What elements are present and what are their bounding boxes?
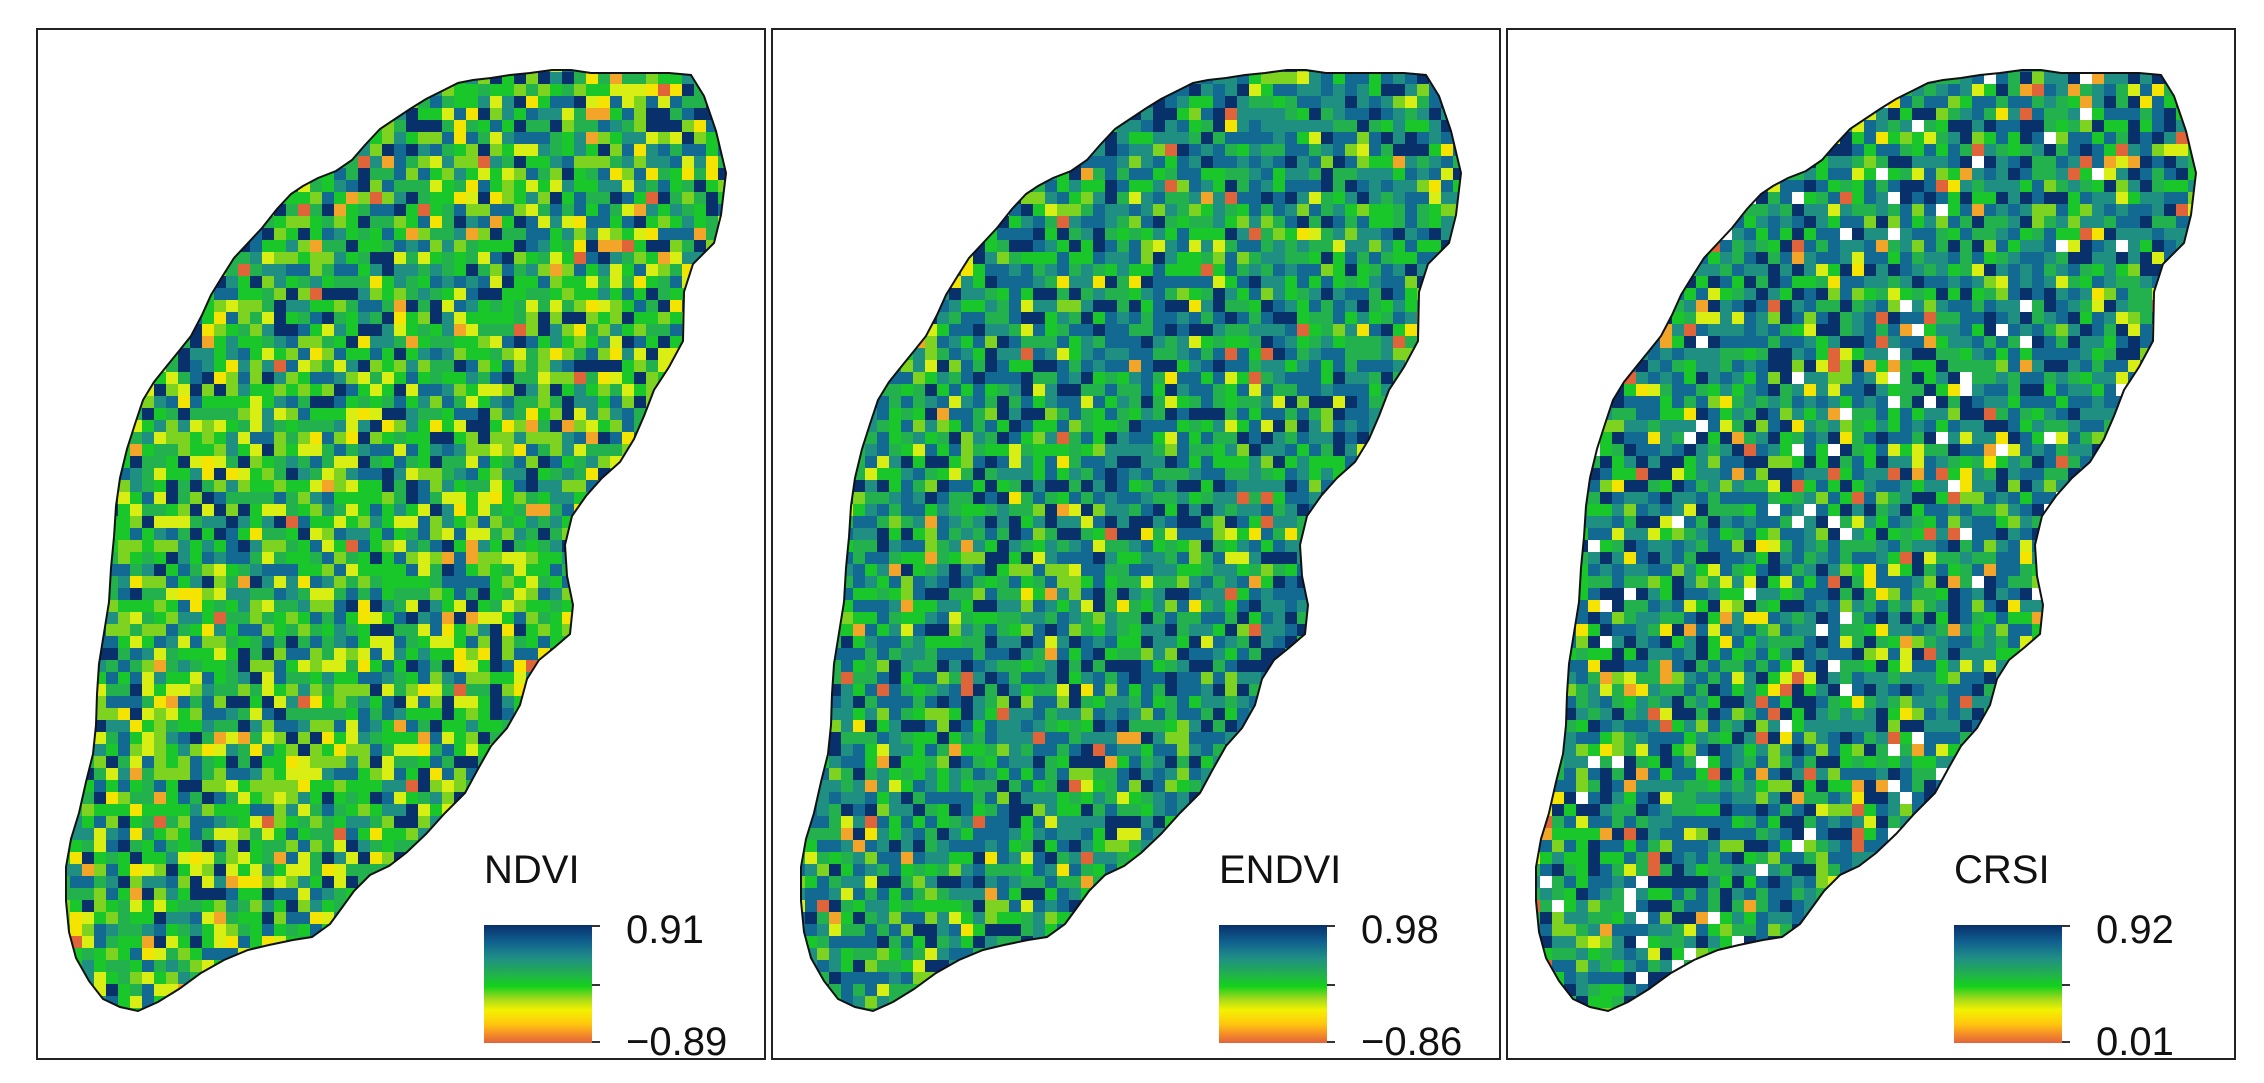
legend-tick-min: [592, 1041, 600, 1043]
legend-tick-max: [592, 925, 600, 927]
legend-tick-min: [2062, 1041, 2070, 1043]
ndvi-legend: NDVI 0.91 −0.89: [484, 848, 744, 1058]
legend-min-label: −0.86: [1361, 1020, 1463, 1060]
region-boundary: [1535, 69, 2198, 1013]
legend-title: ENDVI: [1219, 848, 1342, 892]
crsi-raster-map: [1535, 69, 2198, 1013]
legend-max-label: 0.98: [1361, 908, 1439, 952]
legend-tick-max: [1327, 925, 1335, 927]
legend-min-label: −0.89: [626, 1020, 728, 1060]
legend-tick-max: [2062, 925, 2070, 927]
legend-title: CRSI: [1954, 848, 2050, 892]
crsi-map-panel: CRSI 0.92 0.01: [1506, 28, 2236, 1060]
legend-tick-mid: [1327, 984, 1335, 986]
endvi-map-panel: ENDVI 0.98 −0.86: [771, 28, 1501, 1060]
legend-color-bar: [1954, 925, 2062, 1043]
legend-title: NDVI: [484, 848, 580, 892]
legend-tick-mid: [2062, 984, 2070, 986]
endvi-legend: ENDVI 0.98 −0.86: [1219, 848, 1479, 1058]
legend-max-label: 0.92: [2096, 908, 2174, 952]
legend-color-bar: [1219, 925, 1327, 1043]
crsi-legend: CRSI 0.92 0.01: [1954, 848, 2214, 1058]
ndvi-raster-map: [65, 69, 728, 1013]
legend-tick-min: [1327, 1041, 1335, 1043]
endvi-raster-map: [800, 69, 1463, 1013]
legend-min-label: 0.01: [2096, 1020, 2174, 1060]
legend-color-bar: [484, 925, 592, 1043]
region-boundary: [800, 69, 1463, 1013]
legend-tick-mid: [592, 984, 600, 986]
region-boundary: [65, 69, 728, 1013]
legend-max-label: 0.91: [626, 908, 704, 952]
ndvi-map-panel: NDVI 0.91 −0.89: [36, 28, 766, 1060]
